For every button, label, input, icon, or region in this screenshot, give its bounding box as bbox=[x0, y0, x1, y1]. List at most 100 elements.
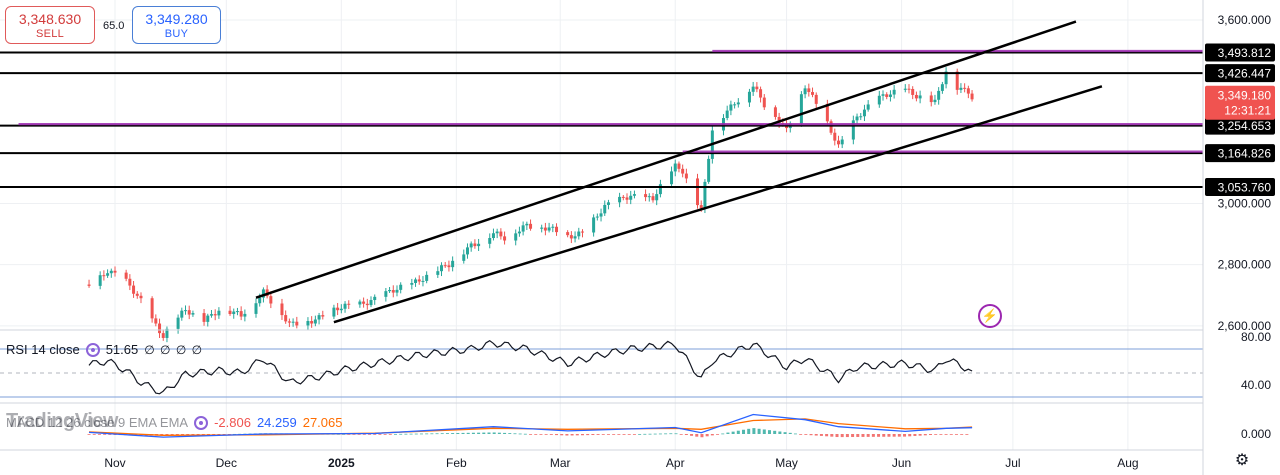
candle-body-108 bbox=[651, 196, 655, 201]
candle-body-123 bbox=[729, 104, 733, 111]
rsi-settings-icon[interactable] bbox=[85, 342, 100, 357]
candle-body-41 bbox=[306, 321, 310, 326]
price-tick-label-2: 2,800.000 bbox=[1218, 258, 1272, 272]
flash-icon[interactable]: ⚡ bbox=[978, 304, 1002, 328]
candle-body-49 bbox=[343, 303, 347, 309]
candle-body-104 bbox=[629, 195, 633, 200]
macd-hist-bar-137 bbox=[799, 434, 803, 435]
macd-histogram bbox=[87, 428, 969, 438]
macd-hist-bar-142 bbox=[825, 434, 829, 437]
macd-hist-bar-0 bbox=[87, 434, 91, 435]
level-label-bg-2 bbox=[1205, 116, 1275, 135]
macd-hist-bar-115 bbox=[684, 434, 688, 436]
level-label-bg-4 bbox=[1205, 178, 1275, 197]
macd-hist-bar-136 bbox=[793, 433, 797, 435]
candle-body-35 bbox=[269, 296, 273, 304]
macd-hist-bar-134 bbox=[783, 432, 787, 434]
macd-hist-bar-110 bbox=[658, 433, 662, 435]
macd-hist-bar-165 bbox=[944, 434, 948, 435]
candle-body-69 bbox=[447, 265, 451, 268]
candle-body-128 bbox=[755, 86, 759, 90]
candle-body-76 bbox=[488, 238, 492, 244]
macd-hist-bar-55 bbox=[373, 434, 377, 435]
gear-icon[interactable]: ⚙ bbox=[1234, 452, 1250, 469]
candle-body-99 bbox=[603, 204, 607, 214]
level-label-0: 3,493.812 bbox=[1218, 46, 1272, 60]
macd-settings-icon[interactable] bbox=[194, 415, 209, 430]
sell-button[interactable]: 3,348.630 SELL bbox=[5, 6, 95, 44]
candle-body-3 bbox=[106, 273, 110, 276]
candle-body-94 bbox=[577, 231, 581, 237]
candle-body-74 bbox=[473, 243, 477, 247]
macd-legend[interactable]: MACD 12 26 close 9 EMA EMA -2.806 24.259… bbox=[6, 415, 342, 430]
candle-body-66 bbox=[436, 271, 440, 275]
channel-lower-line bbox=[333, 85, 1103, 324]
candle-body-44 bbox=[317, 315, 321, 320]
price-tick-label-0: 3,600.000 bbox=[1218, 13, 1272, 27]
candle-body-15 bbox=[165, 328, 169, 338]
macd-hist-bar-105 bbox=[632, 434, 636, 435]
candle-body-6 bbox=[124, 272, 128, 279]
candle-body-118 bbox=[703, 181, 707, 209]
current-price-tag: 3,349.180 bbox=[1218, 89, 1272, 103]
candle-body-32 bbox=[258, 297, 262, 304]
candle-body-38 bbox=[287, 321, 291, 323]
candle-body-141 bbox=[825, 103, 829, 122]
candle-body-161 bbox=[929, 95, 933, 103]
rsi-legend[interactable]: RSI 14 close 51.65 ∅ ∅ ∅ ∅ bbox=[6, 342, 203, 357]
candle-body-43 bbox=[313, 319, 317, 324]
candle-body-92 bbox=[569, 235, 573, 239]
macd-hist-bar-69 bbox=[445, 433, 449, 434]
macd-hist-bar-74 bbox=[471, 432, 475, 434]
candle-body-97 bbox=[595, 216, 599, 218]
current-price-countdown: 12:31:21 bbox=[1224, 104, 1271, 118]
price-tick-label-3: 2,600.000 bbox=[1218, 319, 1272, 333]
macd-hist-bar-168 bbox=[960, 434, 964, 435]
macd-hist-bar-93 bbox=[570, 434, 574, 436]
candle-body-149 bbox=[862, 109, 866, 117]
candle-body-81 bbox=[514, 233, 518, 241]
price-candles bbox=[87, 67, 974, 343]
candle-body-27 bbox=[232, 311, 236, 315]
macd-hist-bar-63 bbox=[414, 433, 418, 435]
macd-hist-bar-163 bbox=[934, 434, 938, 435]
candle-body-127 bbox=[751, 86, 755, 92]
macd-hist-bar-100 bbox=[606, 434, 610, 435]
candle-body-151 bbox=[877, 95, 881, 105]
candle-body-4 bbox=[109, 270, 113, 274]
candle-body-60 bbox=[399, 284, 403, 290]
macd-hist-bar-103 bbox=[622, 434, 626, 435]
candle-body-132 bbox=[777, 116, 781, 124]
macd-hist-bar-87 bbox=[539, 434, 543, 435]
candle-body-157 bbox=[907, 88, 911, 90]
candle-body-21 bbox=[202, 313, 206, 322]
macd-hist-bar-122 bbox=[721, 433, 725, 435]
macd-hist-bar-113 bbox=[674, 433, 678, 435]
level-label-3: 3,164.826 bbox=[1218, 147, 1272, 161]
candle-body-31 bbox=[254, 303, 258, 314]
macd-hist-bar-111 bbox=[664, 433, 668, 435]
macd-hist-bar-80 bbox=[503, 432, 507, 434]
level-label-bg-1 bbox=[1205, 64, 1275, 83]
candle-body-162 bbox=[933, 99, 937, 103]
level-label-2: 3,254.653 bbox=[1218, 119, 1272, 133]
channel-upper-line bbox=[255, 20, 1077, 299]
macd-hist-bar-58 bbox=[388, 434, 392, 435]
macd-hist-value: -2.806 bbox=[214, 415, 251, 430]
candle-body-150 bbox=[866, 104, 870, 110]
candle-body-168 bbox=[963, 87, 967, 89]
candle-body-115 bbox=[684, 173, 688, 179]
buy-button[interactable]: 3,349.280 BUY bbox=[132, 6, 221, 44]
candle-body-143 bbox=[833, 132, 837, 141]
macd-hist-bar-71 bbox=[456, 432, 460, 434]
macd-hist-bar-57 bbox=[383, 434, 387, 435]
candle-body-156 bbox=[903, 88, 907, 90]
candle-body-122 bbox=[725, 110, 729, 119]
macd-hist-bar-89 bbox=[549, 434, 553, 435]
candle-body-52 bbox=[362, 301, 366, 304]
candle-body-138 bbox=[807, 88, 811, 93]
candle-body-68 bbox=[443, 265, 447, 267]
macd-signal-value: 27.065 bbox=[302, 415, 343, 430]
candle-body-109 bbox=[655, 194, 659, 201]
